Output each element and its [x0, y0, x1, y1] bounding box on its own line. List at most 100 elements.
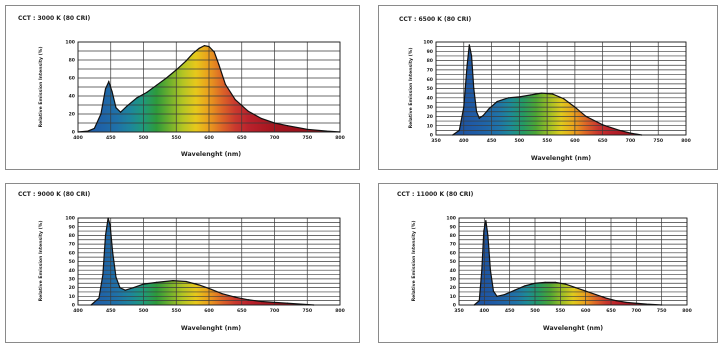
data-point — [615, 300, 617, 302]
x-tick-label: 750 — [657, 308, 667, 314]
x-tick-label: 450 — [487, 138, 497, 144]
y-tick-label: 20 — [69, 285, 75, 291]
grid — [458, 217, 688, 306]
chart-title: CCT : 11000 K (80 CRI) — [397, 191, 474, 198]
data-point — [635, 302, 637, 304]
plot-frame — [435, 41, 687, 136]
grid — [77, 217, 341, 306]
y-tick-label: 90 — [427, 49, 433, 55]
data-point — [306, 128, 308, 130]
data-point — [602, 124, 604, 126]
data-point — [93, 127, 95, 129]
x-tick-label: 800 — [335, 135, 345, 141]
x-tick-label: 400 — [480, 308, 490, 314]
data-point — [488, 108, 490, 110]
y-tick-label: 30 — [450, 277, 456, 283]
x-tick-label: 600 — [581, 308, 591, 314]
plot-frame — [458, 217, 688, 306]
data-point — [112, 252, 114, 254]
data-point — [156, 281, 158, 283]
data-point — [300, 303, 302, 305]
data-point — [273, 122, 276, 124]
data-point — [585, 115, 587, 117]
y-tick-label: 10 — [450, 294, 456, 300]
y-tick-label: 50 — [427, 86, 433, 92]
data-point — [213, 51, 215, 53]
x-axis-label: Wavelenght (nm) — [543, 325, 603, 332]
data-point — [234, 296, 236, 298]
spectrum-area — [452, 44, 642, 135]
x-tick-label: 450 — [106, 308, 116, 314]
x-tick-label: 800 — [682, 308, 692, 314]
data-point — [100, 113, 102, 115]
y-tick-label: 80 — [427, 58, 433, 64]
x-tick-label: 500 — [515, 138, 525, 144]
data-point — [524, 285, 526, 287]
data-point — [534, 282, 536, 284]
chart-panel-6500k: CCT : 6500 K (80 CRI) 350 400 450 500 550 600 6… — [378, 5, 718, 170]
y-tick-label: 30 — [427, 105, 433, 111]
x-tick-label: 400 — [73, 135, 83, 141]
data-point — [146, 91, 148, 93]
data-point — [221, 293, 223, 295]
y-tick-label: 80 — [69, 58, 75, 64]
x-tick-label: 600 — [570, 138, 580, 144]
x-tick-label: 650 — [237, 135, 247, 141]
data-point — [645, 303, 648, 305]
y-tick-label: 100 — [423, 40, 433, 46]
data-point — [478, 117, 480, 119]
data-point — [198, 284, 200, 286]
x-tick-label: 550 — [171, 308, 181, 314]
data-point — [496, 295, 498, 297]
x-tick-label: 450 — [505, 308, 515, 314]
data-point — [133, 287, 135, 289]
data-point — [107, 217, 109, 219]
data-point — [478, 300, 480, 302]
data-point — [142, 283, 145, 285]
data-point — [585, 290, 587, 292]
data-point — [595, 293, 597, 296]
x-tick-label: 650 — [237, 308, 247, 314]
data-point — [208, 287, 210, 290]
data-point — [287, 125, 289, 127]
data-point — [552, 93, 554, 95]
data-point — [185, 280, 187, 283]
data-point — [198, 47, 200, 49]
y-tick-label: 70 — [450, 242, 456, 248]
x-tick-label: 750 — [302, 308, 312, 314]
data-point — [208, 45, 210, 48]
y-tick-label: 70 — [69, 242, 75, 248]
data-point — [260, 117, 262, 120]
data-point — [475, 111, 478, 113]
data-point — [504, 293, 506, 296]
data-point — [104, 88, 107, 90]
data-point — [482, 114, 484, 117]
data-point — [470, 55, 473, 57]
spectrum-chart-3000k: CCT : 3000 K (80 CRI)400 450 500 550 600 650 7… — [18, 15, 345, 158]
data-point — [473, 304, 475, 306]
data-point — [224, 83, 226, 85]
spectrum-area — [474, 220, 662, 305]
data-point — [203, 45, 206, 47]
x-tick-label: 750 — [302, 135, 312, 141]
y-tick-label: 80 — [69, 233, 75, 239]
data-point — [326, 130, 328, 132]
y-tick-label: 80 — [450, 233, 456, 239]
data-point — [473, 87, 475, 90]
x-tick-label: 650 — [598, 138, 608, 144]
y-axis-label: Relative Emission Intensity (%) — [38, 221, 44, 302]
data-point — [87, 130, 89, 132]
data-point — [156, 84, 158, 86]
data-point — [544, 281, 546, 283]
x-axis-label: Wavelenght (nm) — [531, 155, 591, 162]
y-tick-label: 40 — [427, 95, 433, 101]
spectrum-chart-11000k: CCT : 11000 K (80 CRI)350 400 450 500 550 600… — [397, 191, 692, 332]
x-tick-label: 600 — [204, 308, 214, 314]
data-point — [629, 132, 632, 134]
grid — [435, 41, 687, 136]
y-tick-label: 70 — [427, 68, 433, 74]
data-point — [104, 234, 107, 236]
data-point — [90, 304, 92, 306]
data-point — [185, 60, 187, 62]
chart-panel-3000k: CCT : 3000 K (80 CRI) 400 450 500 550 600 650 7… — [5, 5, 360, 170]
